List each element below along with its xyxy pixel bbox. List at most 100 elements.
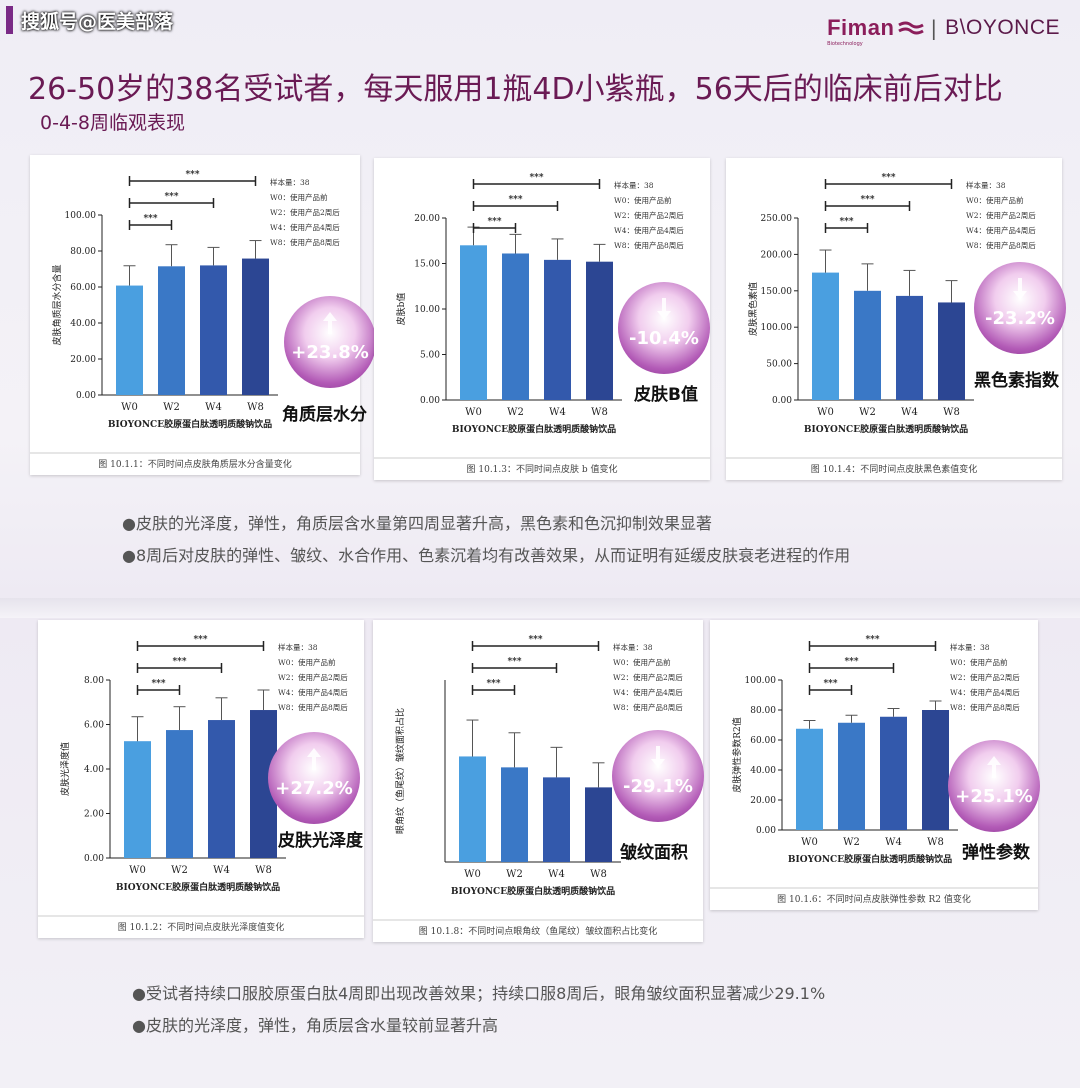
section-divider (0, 598, 1080, 618)
bullet-top-2: ●8周后对皮肤的弹性、皱纹、水合作用、色素沉着均有改善效果，从而证明有延缓皮肤衰… (122, 546, 851, 565)
x-tick-label: W4 (205, 402, 222, 413)
legend-line: 样本量：38 (270, 177, 310, 187)
change-badge: +27.2% (268, 732, 360, 824)
x-tick-label: W8 (590, 869, 607, 880)
y-tick-label: 2.00 (84, 810, 104, 820)
bar (502, 253, 529, 400)
metric-label: 弹性参数 (962, 843, 1030, 863)
legend-line: W2：使用产品2周后 (270, 207, 340, 217)
y-axis-label: 皮肤b值 (395, 293, 407, 326)
bar-chart: 眼角纹（鱼尾纹）皱纹面积占比 W0 W2 W4 W8 BIOYONCE胶原蛋白肽透明质酸钠… (373, 635, 703, 937)
bar (880, 716, 907, 830)
legend-line: W0：使用产品前 (614, 195, 672, 205)
x-tick-label: W0 (817, 407, 834, 418)
legend-line: W2：使用产品2周后 (614, 210, 684, 220)
y-axis-label: 皮肤光泽度值 (59, 742, 71, 796)
metric-label: 皮肤光泽度 (278, 831, 363, 851)
chart-caption: 图 10.1.2：不同时间点皮肤光泽度值变化 (118, 921, 285, 933)
chart-caption: 图 10.1.3：不同时间点皮肤 b 值变化 (467, 463, 618, 475)
legend-line: W4：使用产品4周后 (270, 222, 340, 232)
bar (544, 259, 571, 400)
legend-line: W8：使用产品8周后 (613, 702, 683, 712)
x-tick-label: W0 (129, 865, 146, 876)
y-tick-label: 40.00 (750, 766, 776, 776)
x-tick-label: W0 (465, 407, 482, 418)
badge-percent: -29.1% (623, 776, 693, 797)
significance-label: *** (172, 657, 186, 667)
x-tick-label: W0 (801, 837, 818, 848)
significance-label: *** (508, 195, 522, 205)
bar (896, 295, 923, 400)
significance-label: *** (487, 217, 501, 227)
bar (200, 265, 227, 395)
bar-chart: 0.00 20.00 40.00 60.00 80.00 100.00 皮肤弹性参数R2值 W… (710, 635, 1038, 905)
significance-label: *** (881, 173, 895, 183)
badge-percent: -10.4% (629, 328, 699, 349)
x-tick-label: W8 (255, 865, 272, 876)
y-tick-label: 8.00 (84, 676, 104, 686)
x-tick-label: W2 (163, 402, 180, 413)
legend-line: W8：使用产品8周后 (966, 240, 1036, 250)
legend-line: W0：使用产品前 (270, 192, 328, 202)
legend-line: W4：使用产品4周后 (278, 687, 348, 697)
watermark: 搜狐号@医美部落 (0, 0, 173, 40)
y-tick-label: 20.00 (750, 796, 776, 806)
legend-line: 样本量：38 (613, 642, 653, 652)
chart-panel: 眼角纹（鱼尾纹）皱纹面积占比 W0 W2 W4 W8 BIOYONCE胶原蛋白肽透明质酸钠… (373, 620, 703, 942)
y-axis-label: 眼角纹（鱼尾纹）皱纹面积占比 (394, 708, 406, 834)
legend-line: 样本量：38 (278, 642, 318, 652)
bullet-bottom-2: ●皮肤的光泽度，弹性，角质层含水量较前显著升高 (132, 1016, 498, 1035)
y-tick-label: 200.00 (761, 250, 793, 260)
x-tick-label: W2 (843, 837, 860, 848)
chart-panel: 0.00 2.00 4.00 6.00 8.00 皮肤光泽度值 W0 W2 W4 W8 BIOYON… (38, 620, 364, 938)
bar (585, 787, 612, 862)
legend-line: W4：使用产品4周后 (614, 225, 684, 235)
page-title: 26-50岁的38名受试者，每天服用1瓶4D小紫瓶，56天后的临床前后对比 (28, 72, 1003, 107)
bar-chart: 0.00 20.00 40.00 60.00 80.00 100.00 皮肤角质层水分含量 W… (30, 170, 360, 470)
change-badge: -23.2% (974, 262, 1066, 354)
x-tick-label: W8 (943, 407, 960, 418)
arrow-up-icon (307, 748, 321, 770)
fiman-wave-icon (898, 21, 925, 35)
y-tick-label: 15.00 (414, 260, 440, 270)
x-tick-label: W2 (506, 869, 523, 880)
change-badge: +25.1% (948, 740, 1040, 832)
change-badge: +23.8% (284, 296, 376, 388)
significance-label: *** (839, 217, 853, 227)
legend-line: W8：使用产品8周后 (950, 702, 1020, 712)
legend-line: W0：使用产品前 (950, 657, 1008, 667)
bar (124, 741, 151, 858)
x-tick-label: W4 (548, 869, 565, 880)
badge-percent: +23.8% (291, 342, 369, 363)
bullet-top-1: ●皮肤的光泽度，弹性，角质层含水量第四周显著升高，黑色素和色沉抑制效果显著 (122, 514, 712, 533)
bar (208, 720, 235, 858)
y-axis-label: 皮肤弹性参数R2值 (731, 717, 743, 793)
bar (796, 728, 823, 830)
x-axis-label: BIOYONCE胶原蛋白肽透明质酸钠饮品 (451, 885, 615, 897)
y-tick-label: 50.00 (766, 360, 792, 370)
bar (812, 272, 839, 400)
significance-label: *** (529, 173, 543, 183)
y-tick-label: 100.00 (761, 323, 793, 333)
arrow-down-icon (1013, 278, 1027, 300)
watermark-text: 搜狐号@医美部落 (21, 10, 174, 33)
y-tick-label: 6.00 (84, 721, 104, 731)
y-tick-label: 20.00 (70, 355, 96, 365)
y-tick-label: 100.00 (65, 211, 97, 221)
significance-label: *** (507, 657, 521, 667)
legend-line: W8：使用产品8周后 (270, 237, 340, 247)
arrow-up-icon (323, 312, 337, 334)
x-tick-label: W4 (213, 865, 230, 876)
fiman-logo-text: Fiman (827, 15, 895, 40)
chart-caption: 图 10.1.4：不同时间点皮肤黑色素值变化 (811, 463, 978, 475)
legend-line: W0：使用产品前 (278, 657, 336, 667)
bioyonce-logo-text: B\OYONCE (945, 16, 1060, 39)
bar (586, 261, 613, 400)
legend-line: W8：使用产品8周后 (278, 702, 348, 712)
significance-label: *** (164, 192, 178, 202)
brand-logo: Fiman Biotechnology | B\OYONCE (827, 15, 1060, 47)
legend-line: W4：使用产品4周后 (966, 225, 1036, 235)
change-badge: -29.1% (612, 730, 704, 822)
badge-percent: +27.2% (275, 778, 353, 799)
page-subtitle: 0-4-8周临观表现 (40, 112, 185, 134)
